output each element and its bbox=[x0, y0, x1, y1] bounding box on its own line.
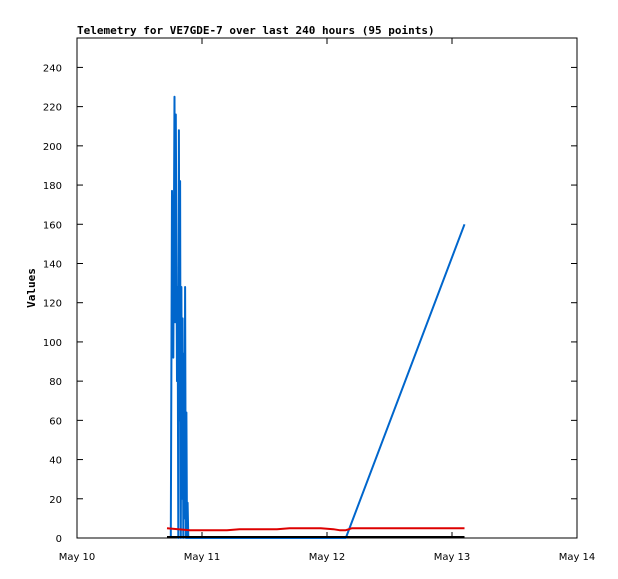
y-axis-label: Values bbox=[25, 268, 38, 308]
y-tick-label: 0 bbox=[56, 534, 62, 545]
plot-frame bbox=[76, 37, 578, 539]
y-tick-label: 160 bbox=[43, 220, 62, 231]
x-tick-label: May 12 bbox=[309, 552, 346, 563]
y-axis: 0 20 40 60 80 100 120 140 160 180 200 220 240 bbox=[43, 63, 577, 545]
x-tick-label: May 11 bbox=[184, 552, 221, 563]
y-tick-label: 180 bbox=[43, 181, 62, 192]
y-tick-label: 40 bbox=[49, 456, 62, 467]
y-tick-label: 100 bbox=[43, 338, 62, 349]
x-tick-label: May 10 bbox=[59, 552, 96, 563]
series-line-1 bbox=[166, 527, 465, 532]
y-tick-label: 240 bbox=[43, 63, 62, 74]
series-line-0 bbox=[169, 95, 466, 539]
y-tick-label: 120 bbox=[43, 299, 62, 310]
x-tick-label: May 13 bbox=[434, 552, 471, 563]
y-tick-label: 140 bbox=[43, 259, 62, 270]
y-tick-label: 200 bbox=[43, 142, 62, 153]
y-tick-label: 80 bbox=[49, 377, 62, 388]
series-layer bbox=[166, 95, 466, 539]
y-tick-label: 60 bbox=[49, 416, 62, 427]
x-tick-label: May 14 bbox=[559, 552, 596, 563]
y-tick-label: 220 bbox=[43, 103, 62, 114]
y-tick-label: 20 bbox=[49, 495, 62, 506]
x-axis: May 10 May 11 May 12 May 13 May 14 bbox=[59, 38, 596, 563]
chart-title: Telemetry for VE7GDE-7 over last 240 hou… bbox=[77, 24, 435, 37]
